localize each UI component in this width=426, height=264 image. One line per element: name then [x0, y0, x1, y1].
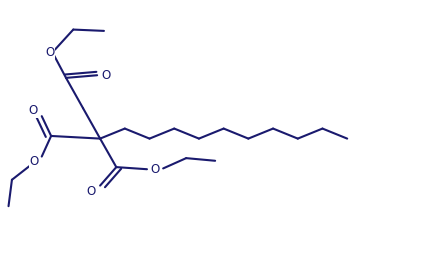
Text: O: O: [151, 163, 160, 176]
Text: O: O: [29, 104, 38, 117]
Text: O: O: [45, 46, 55, 59]
Text: O: O: [29, 155, 39, 168]
Text: O: O: [102, 69, 111, 82]
Text: O: O: [86, 185, 95, 198]
